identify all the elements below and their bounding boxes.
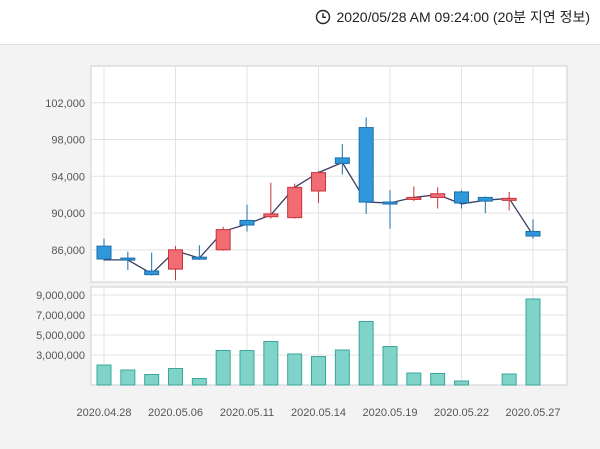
candle xyxy=(263,182,279,219)
volume-bar xyxy=(144,374,160,386)
candle xyxy=(334,144,350,175)
volume-bar xyxy=(120,369,136,386)
candle xyxy=(477,196,493,214)
price-tick-label: 102,000 xyxy=(45,98,85,110)
candle-body xyxy=(311,172,326,192)
header-bar: 2020/05/28 AM 09:24:00 (20분 지연 정보) xyxy=(0,0,600,44)
candle-body xyxy=(120,257,136,261)
candle xyxy=(239,204,255,232)
candle xyxy=(382,190,398,229)
volume-bar xyxy=(525,298,541,386)
candle xyxy=(168,246,183,281)
volume-tick-label: 3,000,000 xyxy=(36,350,85,362)
volume-bars xyxy=(96,298,541,386)
candle-body xyxy=(430,193,446,198)
price-tick-label: 98,000 xyxy=(51,135,85,147)
x-tick-label: 2020.05.19 xyxy=(362,407,417,419)
candle xyxy=(144,252,160,276)
candle xyxy=(430,187,446,209)
candle xyxy=(96,238,112,261)
volume-bar xyxy=(358,321,374,386)
volume-bar xyxy=(454,380,469,386)
volume-bar xyxy=(382,346,398,386)
candle-body xyxy=(96,245,112,260)
x-tick-label: 2020.05.27 xyxy=(505,407,560,419)
volume-bar xyxy=(96,364,112,386)
volume-bar xyxy=(191,378,207,386)
volume-tick-label: 7,000,000 xyxy=(36,310,85,322)
candle xyxy=(358,117,374,214)
candle xyxy=(191,245,207,260)
candle-body xyxy=(358,127,374,203)
volume-bar xyxy=(311,356,326,386)
candle-body xyxy=(144,270,160,276)
candle xyxy=(454,190,469,209)
x-tick-label: 2020.04.28 xyxy=(76,407,131,419)
candle-body xyxy=(215,229,231,251)
x-tick-label: 2020.05.22 xyxy=(434,407,489,419)
volume-bar xyxy=(430,373,446,386)
candle-body xyxy=(334,157,350,164)
price-tick-label: 90,000 xyxy=(51,208,85,220)
price-plot-area xyxy=(90,65,568,283)
candle xyxy=(287,183,303,219)
candle xyxy=(311,170,326,203)
candle-body xyxy=(454,191,469,204)
volume-bar xyxy=(334,349,350,386)
candle xyxy=(120,251,136,271)
candle-body xyxy=(239,219,255,226)
candlesticks xyxy=(96,117,541,281)
candle-body xyxy=(287,186,303,219)
candle-body xyxy=(168,249,183,270)
timestamp: 2020/05/28 AM 09:24:00 (20분 지연 정보) xyxy=(315,7,590,27)
x-tick-label: 2020.05.11 xyxy=(220,407,274,419)
volume-bar xyxy=(239,350,255,386)
volume-bar xyxy=(168,368,183,386)
volume-bar xyxy=(263,341,279,386)
volume-bar xyxy=(406,372,422,386)
candle xyxy=(406,186,422,202)
y-axis-labels: 102,000 98,000 94,000 90,000 86,000 9,000,000… xyxy=(36,98,85,362)
x-axis-labels: 2020.04.28 2020.05.06 2020.05.11 2020.05.14… xyxy=(76,407,560,419)
candle-body xyxy=(382,201,398,205)
candle-body xyxy=(191,256,207,260)
clock-icon xyxy=(315,9,331,25)
candle xyxy=(501,191,517,211)
candle xyxy=(215,226,231,251)
candle-body xyxy=(525,230,541,237)
timestamp-text: 2020/05/28 AM 09:24:00 (20분 지연 정보) xyxy=(336,9,590,25)
price-tick-label: 86,000 xyxy=(51,245,85,257)
candle-body xyxy=(501,197,517,201)
candle-body xyxy=(477,196,493,202)
candle xyxy=(525,219,541,239)
volume-tick-label: 5,000,000 xyxy=(36,330,85,342)
volume-bar xyxy=(501,373,517,386)
volume-bar xyxy=(287,353,303,386)
volume-tick-label: 9,000,000 xyxy=(36,290,85,302)
volume-bar xyxy=(215,350,231,386)
candle-body xyxy=(263,213,279,218)
price-tick-label: 94,000 xyxy=(51,171,85,183)
x-tick-label: 2020.05.06 xyxy=(148,407,203,419)
x-tick-label: 2020.05.14 xyxy=(291,407,346,419)
candle-body xyxy=(406,196,422,200)
volume-plot-area xyxy=(90,286,568,386)
